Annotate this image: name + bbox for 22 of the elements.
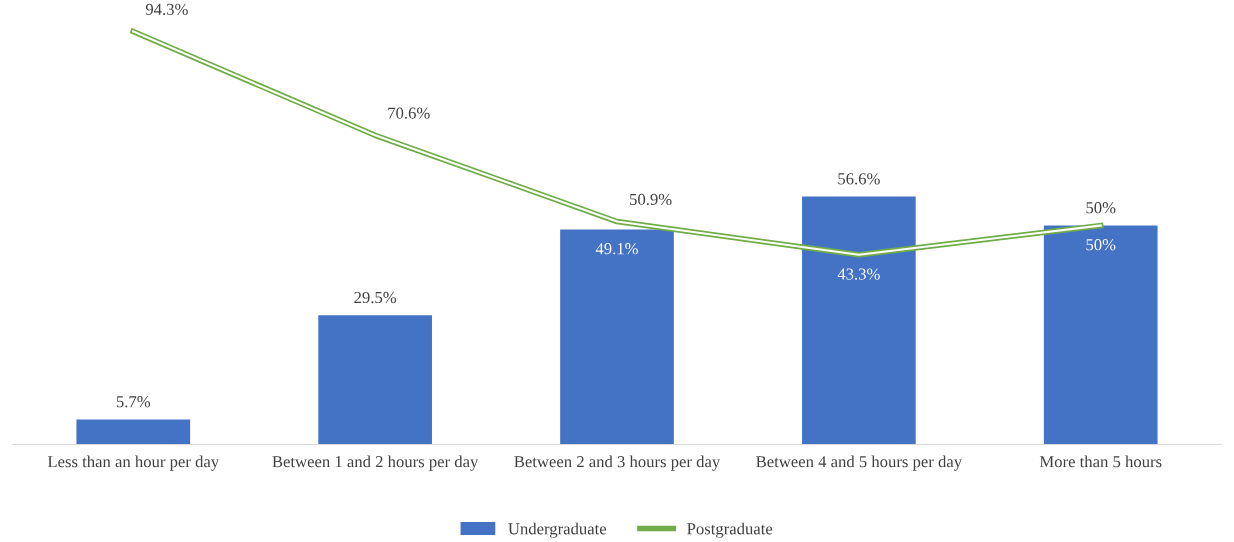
data-label: 50.9% [630,193,672,206]
data-label: 70.6% [388,107,430,119]
bar [802,196,916,445]
legend-label: Undergraduate [508,522,607,538]
data-label: 56.6% [838,173,880,185]
data-label: 50% [1086,239,1116,251]
bar [1043,225,1158,445]
x-tick-label: Between 2 and 3 hours per day [514,455,721,471]
data-label: 5.7% [116,396,151,408]
x-tick-label: Between 1 and 2 hours per day [272,455,479,471]
bar [76,419,191,445]
data-label: 94.3% [145,3,188,16]
bar [318,315,432,445]
x-tick-label: Between 4 and 5 hours per day [756,455,963,471]
data-label: 49.1% [595,243,638,255]
legend-label: Postgraduate [687,522,773,538]
bar [560,229,674,445]
data-label: 43.3% [837,268,880,280]
data-label: 50% [1086,202,1116,214]
x-tick-label: Less than an hour per day [47,455,220,471]
x-tick-label: More than 5 hours [1039,455,1162,468]
data-label: 29.5% [354,291,397,304]
